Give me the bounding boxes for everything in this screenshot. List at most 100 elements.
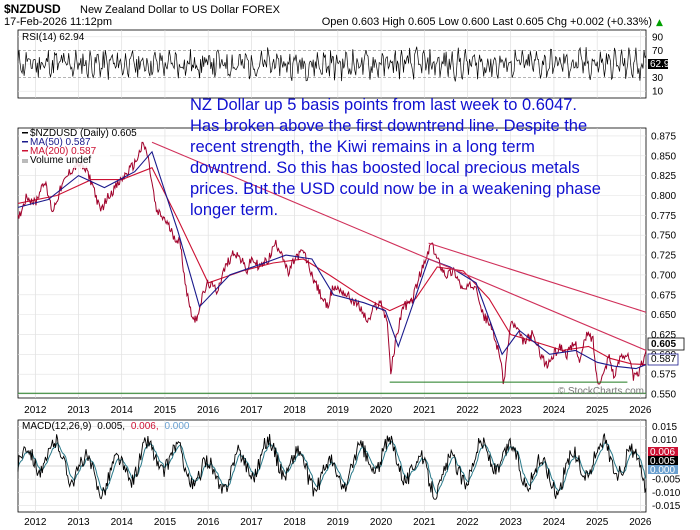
price-tick-label: 0.775 bbox=[651, 211, 676, 222]
year-label-bottom: 2025 bbox=[586, 517, 609, 528]
chart-date: 17-Feb-2026 11:12pm bbox=[4, 16, 112, 28]
price-badge-last bbox=[647, 337, 685, 351]
year-label-bottom: 2013 bbox=[67, 517, 90, 528]
rsi-tick-label: 70 bbox=[652, 46, 664, 57]
rsi-current-label: 62.94 bbox=[650, 59, 675, 70]
year-label-top: 2016 bbox=[197, 405, 220, 416]
year-label-bottom: 2020 bbox=[370, 517, 393, 528]
legend-ma50-swatch bbox=[22, 141, 28, 143]
year-label-bottom: 2015 bbox=[154, 517, 177, 528]
price-panel bbox=[17, 127, 647, 399]
rsi-tick-label: 90 bbox=[652, 32, 664, 43]
macd-tick-label: -0.005 bbox=[652, 475, 681, 486]
macd-badge-signal bbox=[648, 447, 678, 456]
price-badge-ma bbox=[647, 353, 679, 366]
price-tick-label: 0.875 bbox=[651, 131, 676, 142]
year-label-bottom: 2012 bbox=[24, 517, 47, 528]
year-label-top: 2024 bbox=[543, 405, 566, 416]
macd-tick-label: -0.010 bbox=[652, 488, 681, 499]
year-label-top: 2026 bbox=[629, 405, 652, 416]
change-up-icon: ▲ bbox=[656, 18, 663, 28]
rsi-tick-label: 30 bbox=[652, 73, 664, 84]
legend-price: $NZDUSD (Daily) 0.605 bbox=[30, 128, 137, 139]
annotation-line-4: downtrend. So this has boosted local pre… bbox=[190, 159, 580, 177]
year-label-bottom: 2017 bbox=[240, 517, 263, 528]
price-badge-ma-label: 0.587 bbox=[651, 354, 676, 365]
macd-tick-label: 0.010 bbox=[652, 435, 677, 446]
price-line bbox=[17, 141, 647, 385]
ohlc-readout: Open 0.603 High 0.605 Low 0.600 Last 0.6… bbox=[322, 16, 652, 28]
year-label-top: 2022 bbox=[456, 405, 479, 416]
annotation-line-5: prices. But the USD could now be in a we… bbox=[190, 180, 601, 198]
macd-badge-signal-label: 0.006 bbox=[650, 447, 675, 458]
year-label-top: 2018 bbox=[283, 405, 306, 416]
macd-badge-macd bbox=[648, 456, 678, 465]
year-label-top: 2020 bbox=[370, 405, 393, 416]
trendline-long-downtrend bbox=[151, 141, 647, 351]
macd-label: MACD(12,26,9) 0.005, 0.006, 0.000 bbox=[22, 421, 190, 432]
annotation-line-3: recent strength, the Kiwi remains in a l… bbox=[190, 138, 535, 156]
year-label-top: 2014 bbox=[111, 405, 134, 416]
price-tick-label: 0.825 bbox=[651, 171, 676, 182]
rsi-line bbox=[17, 46, 647, 82]
macd-value-2: 0.006, bbox=[131, 421, 159, 432]
legend-ma200-swatch bbox=[22, 150, 28, 152]
price-tick-label: 0.700 bbox=[651, 270, 676, 281]
price-tick-label: 0.575 bbox=[651, 370, 676, 381]
rsi-tick-label: 10 bbox=[652, 87, 664, 98]
annotation-text: NZ Dollar up 5 basis points from last we… bbox=[190, 96, 601, 219]
price-badge-last-label: 0.605 bbox=[651, 339, 676, 350]
macd-label-prefix: MACD(12,26,9) bbox=[22, 421, 91, 432]
macd-badge-hist bbox=[648, 465, 678, 474]
annotation-line-1: NZ Dollar up 5 basis points from last we… bbox=[190, 96, 577, 114]
legend-volume: Volume undef bbox=[30, 155, 91, 166]
year-label-bottom: 2022 bbox=[456, 517, 479, 528]
year-label-bottom: 2016 bbox=[197, 517, 220, 528]
year-label-bottom: 2024 bbox=[543, 517, 566, 528]
trendline-first-downtrend bbox=[428, 242, 647, 313]
price-tick-label: 0.850 bbox=[651, 151, 676, 162]
ma50-line bbox=[17, 150, 647, 370]
price-tick-label: 0.550 bbox=[651, 390, 676, 401]
legend-ma200: MA(200) 0.587 bbox=[30, 146, 97, 157]
price-tick-label: 0.800 bbox=[651, 191, 676, 202]
price-tick-label: 0.625 bbox=[651, 330, 676, 341]
price-tick-label: 0.725 bbox=[651, 251, 676, 262]
symbol-title: $NZDUSD bbox=[4, 2, 61, 16]
macd-line bbox=[17, 433, 647, 500]
year-label-top: 2013 bbox=[67, 405, 90, 416]
rsi-current-badge bbox=[648, 59, 668, 69]
annotation-line-6: longer term. bbox=[190, 201, 278, 219]
year-label-bottom: 2014 bbox=[111, 517, 134, 528]
macd-badge-hist-label: 0.000 bbox=[650, 465, 675, 476]
macd-value-1: 0.005, bbox=[97, 421, 125, 432]
macd-value-3: 0.000 bbox=[164, 421, 189, 432]
year-label-bottom: 2026 bbox=[629, 517, 652, 528]
macd-badge-macd-label: 0.005 bbox=[650, 456, 675, 467]
symbol-description: New Zealand Dollar to US Dollar FOREX bbox=[80, 4, 281, 16]
year-label-top: 2015 bbox=[154, 405, 177, 416]
ma200-line bbox=[17, 167, 647, 366]
macd-tick-label: 0.015 bbox=[652, 422, 677, 433]
year-label-top: 2012 bbox=[24, 405, 47, 416]
year-label-top: 2019 bbox=[327, 405, 350, 416]
year-label-top: 2023 bbox=[500, 405, 523, 416]
year-label-bottom: 2023 bbox=[500, 517, 523, 528]
price-tick-label: 0.750 bbox=[651, 231, 676, 242]
macd-tick-label: -0.015 bbox=[652, 501, 681, 512]
year-label-top: 2021 bbox=[413, 405, 436, 416]
year-label-bottom: 2019 bbox=[327, 517, 350, 528]
price-tick-label: 0.650 bbox=[651, 310, 676, 321]
legend-box bbox=[20, 130, 110, 168]
watermark: © StockCharts.com bbox=[558, 386, 644, 397]
price-tick-label: 0.675 bbox=[651, 290, 676, 301]
legend-ma50: MA(50) 0.587 bbox=[30, 137, 91, 148]
year-label-top: 2025 bbox=[586, 405, 609, 416]
year-label-bottom: 2021 bbox=[413, 517, 436, 528]
year-label-bottom: 2018 bbox=[283, 517, 306, 528]
year-label-top: 2017 bbox=[240, 405, 263, 416]
legend-price-swatch bbox=[22, 132, 28, 134]
annotation-line-2: Has broken above the first downtrend lin… bbox=[190, 117, 587, 135]
legend-volume-swatch bbox=[22, 159, 28, 163]
